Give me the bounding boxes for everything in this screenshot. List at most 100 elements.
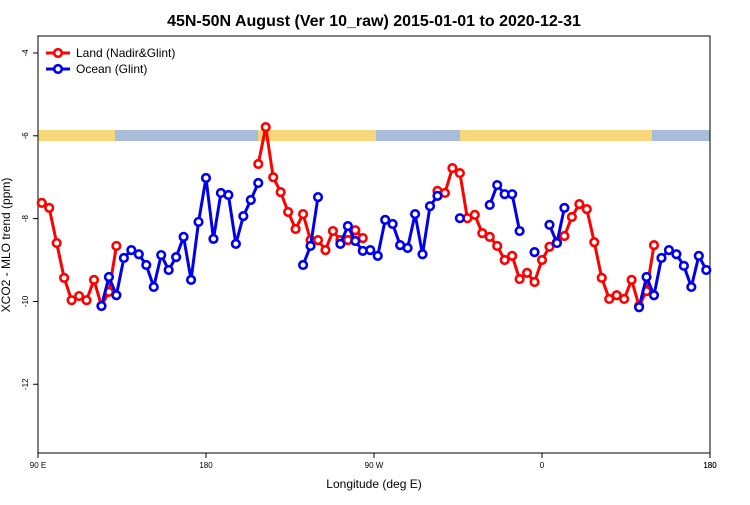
data-point — [499, 254, 510, 266]
data-point — [148, 281, 159, 293]
data-point — [208, 233, 219, 245]
data-point — [484, 199, 495, 211]
data-point — [103, 271, 115, 283]
y-tick-label: -12 — [21, 378, 30, 390]
data-point — [133, 249, 144, 260]
data-point — [544, 241, 555, 252]
data-point — [36, 197, 47, 208]
chart-title: 45N-50N August (Ver 10_raw) 2015-01-01 t… — [167, 13, 581, 30]
data-point — [648, 290, 660, 301]
data-point — [619, 293, 630, 305]
y-tick-label: -8 — [21, 215, 30, 223]
data-point — [141, 259, 152, 271]
data-point — [238, 211, 249, 222]
data-point — [417, 249, 428, 260]
data-point — [163, 264, 174, 276]
data-point — [529, 247, 540, 258]
data-point — [372, 250, 383, 261]
data-point — [402, 242, 413, 254]
data-point — [424, 201, 436, 212]
data-point — [469, 209, 480, 220]
data-point — [581, 203, 592, 215]
data-point — [671, 249, 682, 260]
data-point — [253, 158, 264, 170]
data-point — [507, 250, 518, 261]
data-point — [88, 274, 100, 286]
data-point — [454, 213, 465, 224]
data-point — [454, 167, 465, 179]
data-point — [230, 238, 241, 249]
y-tick-label: -10 — [21, 295, 30, 307]
data-point — [447, 162, 458, 174]
data-point — [492, 240, 503, 252]
data-point — [297, 208, 309, 220]
y-tick-label: -6 — [21, 132, 30, 140]
data-point — [566, 211, 577, 223]
data-point — [44, 202, 55, 213]
data-point — [574, 199, 585, 210]
data-point — [701, 264, 712, 276]
data-point — [335, 238, 346, 249]
x-tick-label: 180 — [703, 461, 717, 470]
x-axis-title: Longitude (deg E) — [326, 477, 421, 491]
data-point — [66, 295, 77, 306]
legend-marker — [52, 63, 64, 75]
data-point — [678, 260, 689, 271]
data-point — [223, 189, 234, 201]
data-point — [156, 249, 167, 261]
data-point — [477, 228, 488, 239]
data-point — [551, 237, 563, 249]
data-point — [59, 272, 70, 283]
data-point — [118, 252, 129, 264]
data-point — [507, 189, 518, 200]
data-point — [559, 202, 570, 213]
data-point — [51, 237, 62, 249]
data-point — [529, 276, 540, 288]
data-point — [626, 274, 637, 286]
x-tick-label: 90 E — [30, 461, 46, 470]
legend-label: Land (Nadir&Glint) — [76, 46, 175, 60]
data-point — [312, 191, 324, 203]
data-point — [604, 293, 615, 305]
data-point — [514, 225, 525, 237]
x-tick-label: 180 — [703, 461, 717, 470]
data-point — [432, 190, 443, 201]
data-point — [693, 250, 704, 261]
data-point — [380, 214, 391, 225]
legend-label: Ocean (Glint) — [76, 62, 147, 76]
data-point — [544, 219, 555, 230]
data-point — [297, 259, 309, 271]
data-point — [283, 206, 294, 218]
x-tick-label: 180 — [199, 461, 213, 470]
data-point — [81, 295, 92, 306]
data-point — [290, 223, 301, 235]
data-point — [126, 244, 137, 256]
y-axis-title: XCO2 - MLO trend (ppm) — [0, 178, 13, 313]
data-point — [111, 240, 122, 252]
data-point — [633, 302, 645, 313]
data-point — [686, 281, 697, 293]
data-point — [596, 272, 607, 283]
data-point — [305, 240, 316, 252]
data-point — [536, 254, 548, 266]
data-point — [559, 230, 570, 242]
data-point — [193, 216, 204, 228]
data-point — [641, 271, 652, 283]
data-point — [656, 252, 667, 264]
data-point — [521, 267, 533, 278]
data-point — [178, 231, 189, 242]
data-point — [171, 252, 182, 263]
data-point — [111, 290, 122, 301]
data-point — [589, 237, 600, 248]
data-point — [253, 177, 264, 189]
x-tick-label: 0 — [540, 461, 545, 470]
data-point — [200, 172, 212, 184]
data-point — [96, 300, 107, 312]
x-tick-label: 90 W — [365, 461, 384, 470]
data-point — [245, 194, 256, 206]
data-point — [327, 225, 339, 237]
legend-marker — [52, 47, 64, 59]
data-point — [492, 179, 503, 191]
land-mask-strip — [38, 130, 710, 141]
